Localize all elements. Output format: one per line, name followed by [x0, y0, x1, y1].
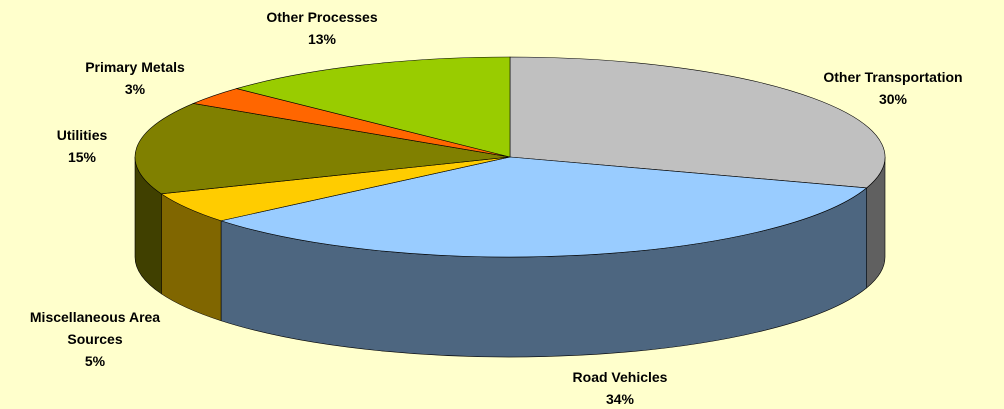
- category-name: Other Transportation: [823, 69, 963, 85]
- slice-label: Other Transportation 30%: [783, 66, 1003, 110]
- slice: [219, 156, 868, 258]
- value-label: 5%: [84, 353, 106, 369]
- category-name: Primary Metals: [85, 59, 185, 75]
- slice-label: Utilities 15%: [2, 124, 162, 168]
- slice-label: Miscellaneous Area Sources 5%: [8, 306, 183, 372]
- value-label: 13%: [307, 31, 337, 47]
- value-label: 34%: [605, 391, 635, 407]
- slice: [509, 56, 886, 189]
- slice: [235, 56, 511, 158]
- category-name: Miscellaneous Area Sources: [29, 309, 161, 347]
- value-label: 3%: [124, 81, 146, 97]
- slice: [134, 103, 511, 195]
- value-label: 30%: [878, 91, 908, 107]
- slice-label: Road Vehicles 34%: [510, 366, 730, 409]
- category-name: Other Processes: [266, 9, 378, 25]
- slice-label: Primary Metals 3%: [45, 56, 225, 100]
- category-name: Road Vehicles: [572, 369, 668, 385]
- value-label: 15%: [67, 149, 97, 165]
- category-name: Utilities: [56, 127, 108, 143]
- slice-label: Other Processes 13%: [222, 6, 422, 50]
